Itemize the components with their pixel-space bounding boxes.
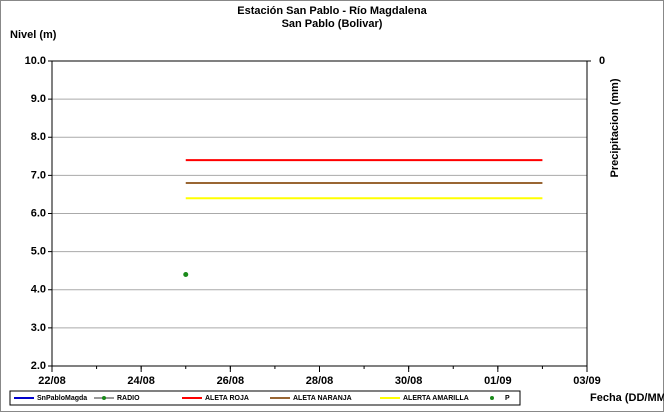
legend [9, 390, 521, 406]
x-tick-label: 03/09 [573, 375, 601, 387]
y-tick-label: 4.0 [31, 284, 46, 296]
chart-subtitle: San Pablo (Bolivar) [282, 18, 383, 30]
legend-label: P [505, 395, 510, 402]
y-tick-label: 8.0 [31, 131, 46, 143]
y-tick-label: 9.0 [31, 93, 46, 105]
chart-title: Estación San Pablo - Río Magdalena [237, 5, 427, 17]
x-tick-label: 28/08 [306, 375, 334, 387]
legend-label: ALETA NARANJA [293, 395, 352, 402]
x-axis-label: Fecha (DD/MM) [590, 392, 664, 404]
y-tick-label: 7.0 [31, 169, 46, 181]
y-tick-label: 2.0 [31, 360, 46, 372]
legend-label: SnPabloMagda [37, 395, 87, 402]
legend-marker [102, 396, 106, 400]
y-tick-label: 5.0 [31, 246, 46, 258]
legend-label: ALETA ROJA [205, 395, 249, 402]
y-axis-label: Nivel (m) [10, 29, 57, 41]
y-tick-label: 10.0 [25, 55, 46, 67]
legend-label: ALERTA AMARILLA [403, 395, 469, 402]
x-tick-label: 30/08 [395, 375, 423, 387]
legend-label: RADIO [117, 395, 140, 402]
legend-marker [490, 396, 494, 400]
x-tick-label: 01/09 [484, 375, 512, 387]
x-tick-label: 24/08 [127, 375, 155, 387]
x-tick-label: 22/08 [38, 375, 66, 387]
x-tick-label: 26/08 [217, 375, 245, 387]
y-tick-label: 3.0 [31, 322, 46, 334]
y2-tick-label: 0 [599, 55, 605, 67]
y-tick-label: 6.0 [31, 207, 46, 219]
series-marker [183, 272, 189, 277]
y2-axis-label: Precipitacion (mm) [609, 78, 621, 177]
